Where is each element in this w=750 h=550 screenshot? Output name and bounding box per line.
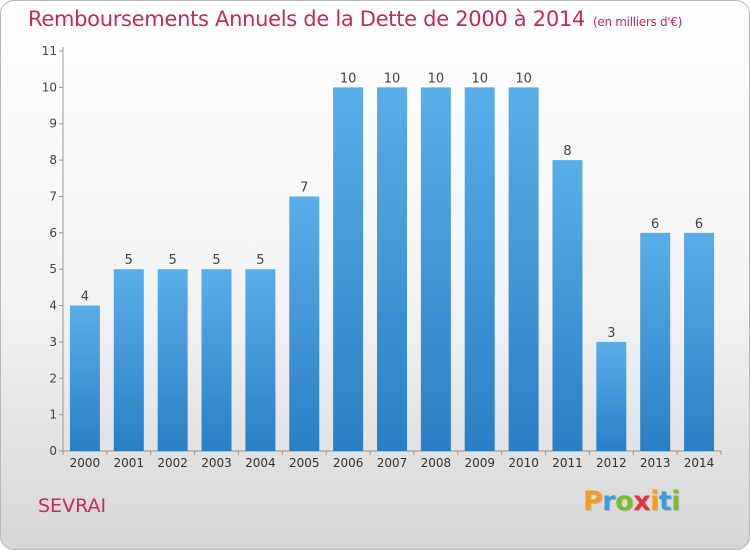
data-label: 3 — [607, 326, 615, 341]
x-tick-label: 2001 — [114, 456, 145, 470]
data-label: 4 — [81, 290, 89, 305]
x-tick-label: 2000 — [70, 456, 101, 470]
unit-label: (en milliers d'€) — [593, 15, 683, 29]
logo-letter: t — [658, 486, 672, 517]
bar — [113, 269, 144, 451]
y-tick-label: 5 — [49, 262, 57, 276]
bar — [684, 232, 715, 451]
data-label: 10 — [340, 71, 357, 86]
bar — [377, 87, 407, 451]
data-label: 5 — [125, 253, 133, 268]
x-tick-label: 2008 — [421, 456, 452, 470]
logo-letter: o — [615, 486, 634, 517]
y-tick-label: 10 — [42, 80, 57, 94]
y-tick-label: 3 — [49, 335, 57, 349]
x-tick-label: 2002 — [157, 456, 188, 470]
x-tick-label: 2011 — [552, 456, 583, 470]
logo-letter: i — [671, 486, 681, 517]
y-tick-label: 11 — [42, 44, 57, 58]
data-label: 5 — [169, 253, 177, 268]
chart-bars — [69, 87, 715, 451]
x-tick-label: 2004 — [245, 456, 276, 470]
x-tick-label: 2006 — [333, 456, 364, 470]
proxiti-logo[interactable]: Proxiti — [583, 486, 681, 517]
x-tick-label: 2007 — [377, 456, 408, 470]
bar — [508, 87, 539, 451]
logo-letter: r — [602, 486, 616, 517]
data-label: 10 — [515, 71, 532, 86]
chart-axes: 0 1 2 3 4 5 6 7 8 9 10 11 2000 2001 2002 2003 2004 2005 20… — [42, 44, 722, 470]
commune-name: SEVRAI — [38, 495, 107, 517]
y-tick-label: 2 — [49, 371, 57, 385]
logo-letter: P — [583, 486, 603, 517]
bar — [464, 87, 495, 451]
logo-letter: i — [650, 486, 659, 517]
x-tick-label: 2009 — [464, 456, 495, 470]
x-tick-label: 2013 — [640, 456, 671, 470]
chart-title: Remboursements Annuels de la Dette de 20… — [28, 7, 682, 31]
data-label: 8 — [563, 144, 571, 159]
x-tick-label: 2005 — [289, 456, 320, 470]
bar — [596, 341, 627, 451]
bar — [289, 196, 320, 451]
data-label: 5 — [256, 253, 264, 268]
y-tick-label: 9 — [49, 117, 57, 131]
y-tick-label: 8 — [49, 153, 57, 167]
bar — [420, 87, 451, 451]
bar — [333, 87, 364, 451]
data-label: 5 — [212, 253, 220, 268]
data-label: 6 — [651, 217, 659, 232]
bar — [69, 305, 100, 451]
bar — [201, 269, 232, 451]
logo-letter: x — [633, 486, 651, 517]
bar — [157, 269, 188, 451]
x-tick-label: 2014 — [684, 456, 715, 470]
value-labels: 4 5 5 5 5 7 10 10 10 10 10 8 3 6 6 — [81, 71, 703, 341]
y-tick-label: 6 — [49, 226, 57, 240]
x-tick-label: 2010 — [508, 456, 539, 470]
y-tick-label: 1 — [49, 408, 57, 422]
data-label: 10 — [428, 71, 445, 86]
y-tick-label: 7 — [49, 189, 57, 203]
data-label: 10 — [384, 71, 401, 86]
y-tick-label: 0 — [49, 444, 57, 458]
bar — [640, 232, 671, 451]
bar — [245, 269, 276, 451]
x-tick-label: 2003 — [201, 456, 232, 470]
title-text: Remboursements Annuels de la Dette de 20… — [28, 7, 585, 31]
data-label: 7 — [300, 180, 308, 195]
x-tick-label: 2012 — [596, 456, 627, 470]
data-label: 6 — [695, 217, 703, 232]
y-tick-label: 4 — [49, 299, 57, 313]
bar — [552, 160, 583, 451]
data-label: 10 — [471, 71, 488, 86]
